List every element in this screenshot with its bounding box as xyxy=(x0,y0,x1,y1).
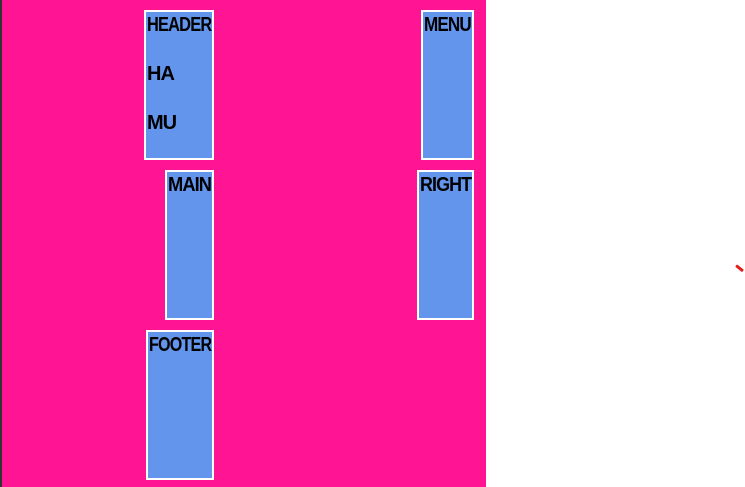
footer-region: FOOTER xyxy=(146,330,214,480)
menu-title: MENU xyxy=(424,14,472,36)
main-region: MAIN xyxy=(165,170,214,320)
header-region: HEADER HA MU xyxy=(144,10,214,160)
menu-region: MENU xyxy=(421,10,474,160)
layout-container: HEADER HA MU MENU MAIN RIGHT FOOTER xyxy=(0,0,486,487)
mouse-cursor-icon xyxy=(735,264,745,273)
right-region: RIGHT xyxy=(417,170,474,320)
header-title: HEADER xyxy=(147,14,212,36)
main-title: MAIN xyxy=(168,174,212,196)
header-item-mu: MU xyxy=(147,112,177,134)
header-item-ha: HA xyxy=(147,63,175,85)
footer-title: FOOTER xyxy=(149,334,212,356)
right-title: RIGHT xyxy=(420,174,472,196)
